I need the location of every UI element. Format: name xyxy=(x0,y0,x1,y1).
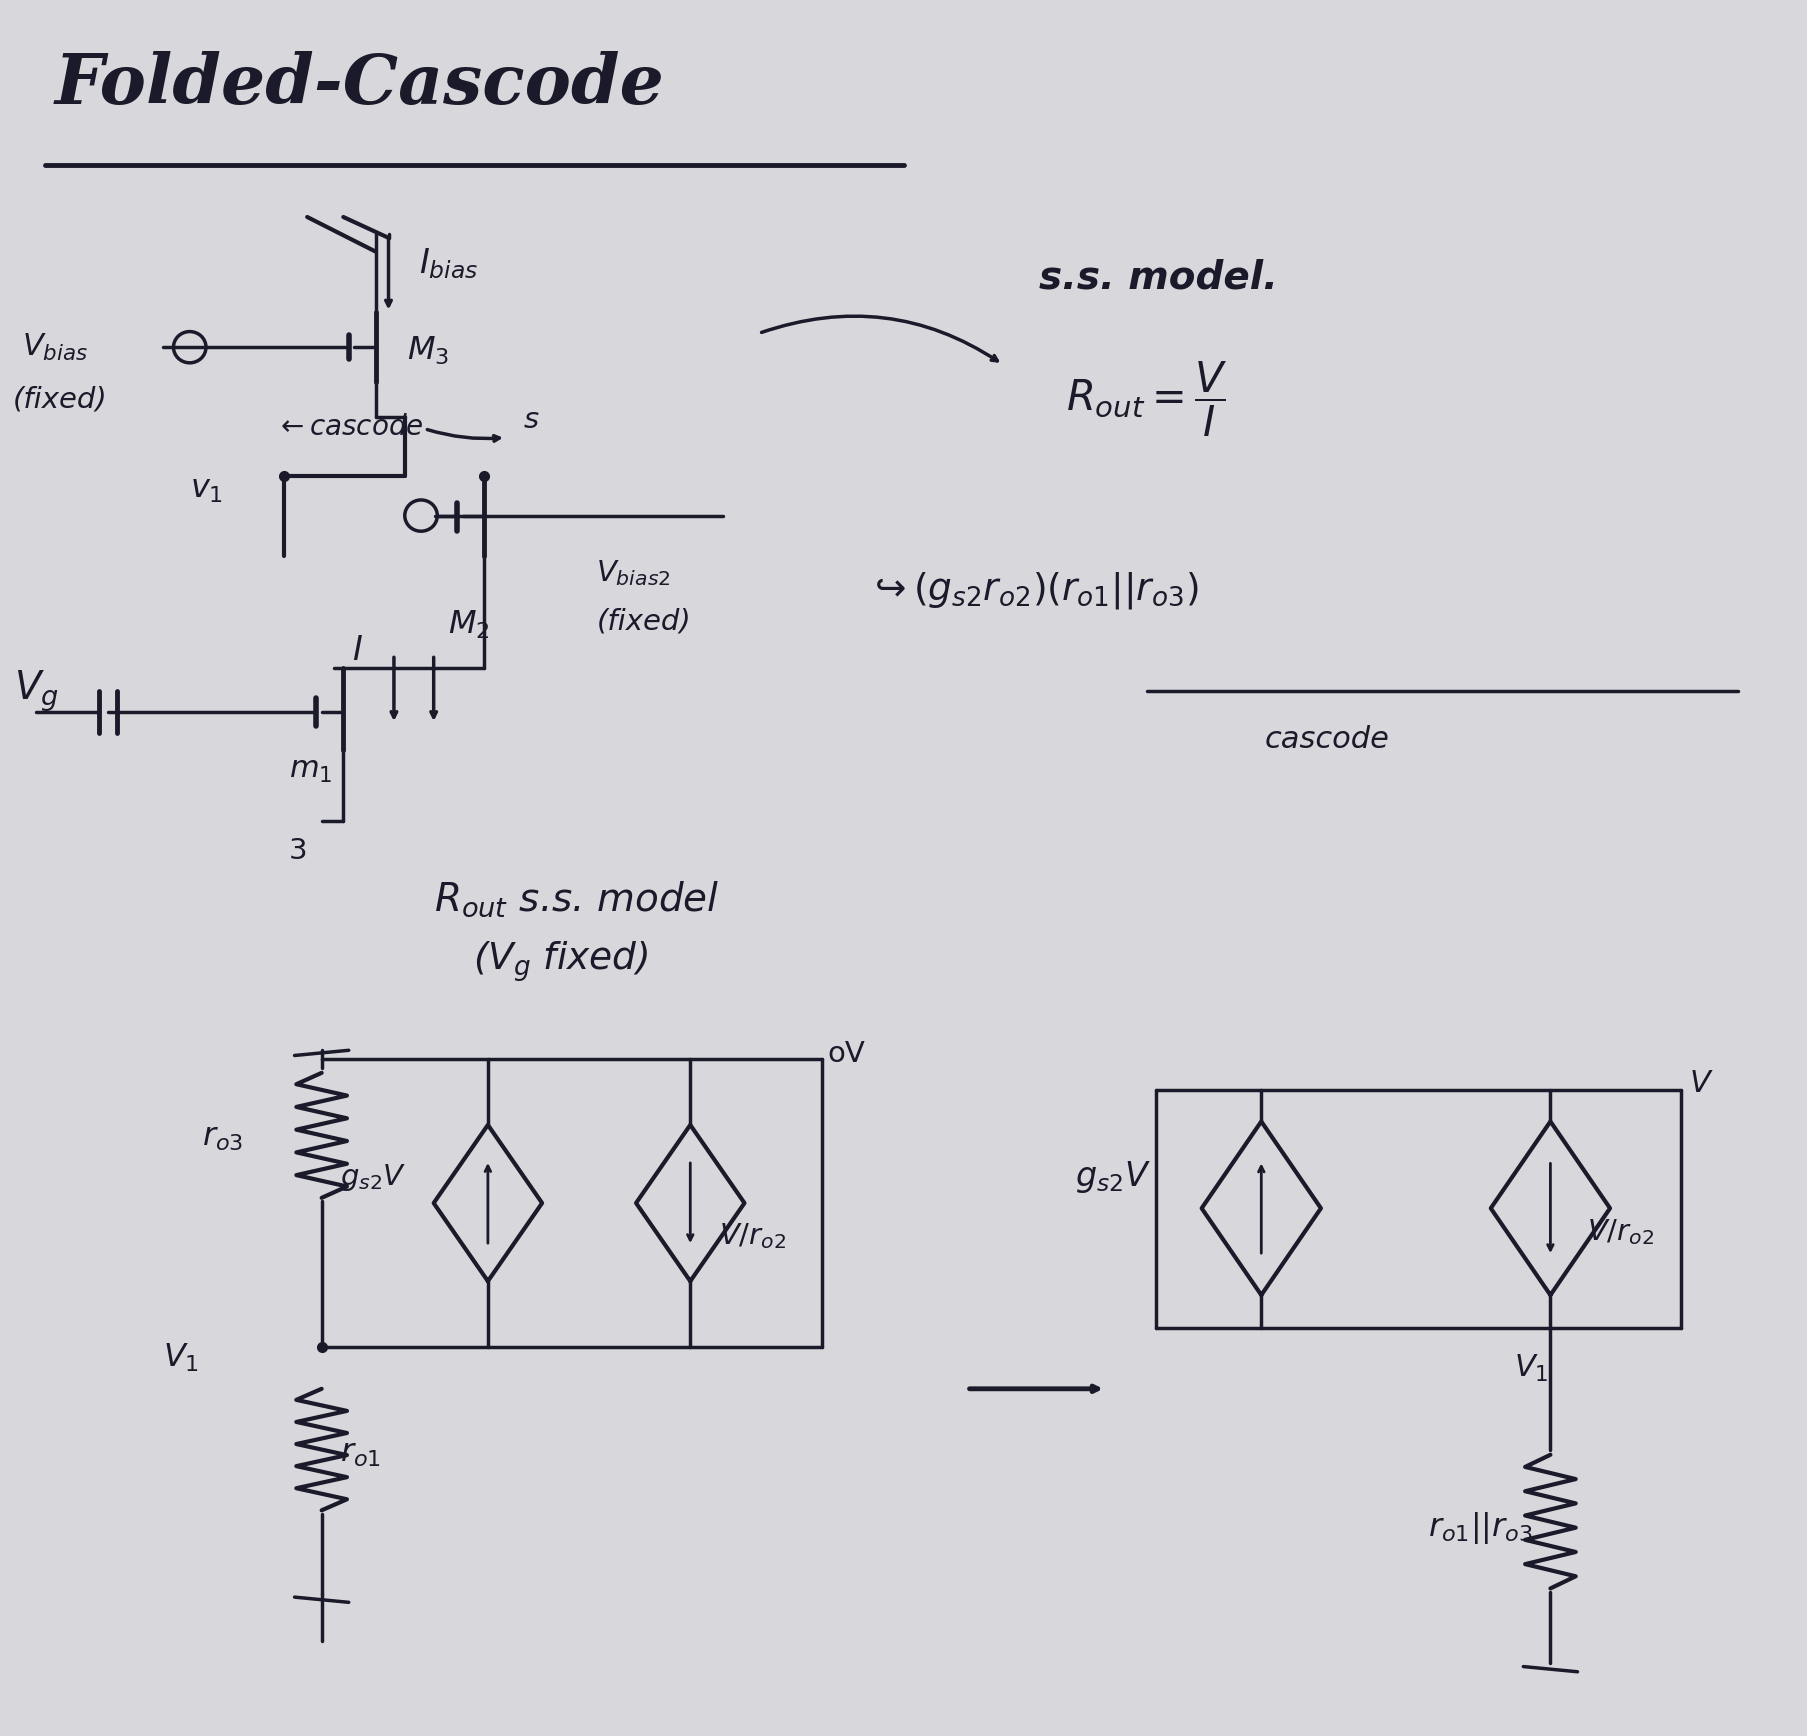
Text: $V/r_{o2}$: $V/r_{o2}$ xyxy=(719,1220,786,1252)
Text: oV: oV xyxy=(828,1040,866,1068)
Text: (fixed): (fixed) xyxy=(13,385,107,413)
Text: V: V xyxy=(1690,1069,1711,1097)
Text: $v_1$: $v_1$ xyxy=(190,474,222,505)
Text: $V_1$: $V_1$ xyxy=(1514,1352,1549,1384)
Text: cascode: cascode xyxy=(1265,726,1390,753)
Text: $r_{o3}$: $r_{o3}$ xyxy=(202,1121,244,1153)
Text: $I$: $I$ xyxy=(352,634,363,668)
Text: $R_{out}$ s.s. model: $R_{out}$ s.s. model xyxy=(434,880,719,918)
Text: $V_g$: $V_g$ xyxy=(14,668,60,713)
Text: $I_{bias}$: $I_{bias}$ xyxy=(419,247,479,281)
Text: $\leftarrow$cascode: $\leftarrow$cascode xyxy=(275,413,423,441)
Text: $r_{o1}$: $r_{o1}$ xyxy=(340,1437,381,1469)
Text: $M_2$: $M_2$ xyxy=(448,609,490,641)
Text: Folded-Cascode: Folded-Cascode xyxy=(54,50,665,118)
Text: $R_{out} = \dfrac{V}{I}$: $R_{out} = \dfrac{V}{I}$ xyxy=(1066,359,1229,439)
Text: $r_{o1}||r_{o3}$: $r_{o1}||r_{o3}$ xyxy=(1428,1510,1532,1545)
Text: (fixed): (fixed) xyxy=(596,608,690,635)
Text: $V/r_{o2}$: $V/r_{o2}$ xyxy=(1587,1217,1653,1248)
Text: $V_1$: $V_1$ xyxy=(163,1342,199,1373)
Text: $V_{bias}$: $V_{bias}$ xyxy=(22,332,89,363)
Text: ($V_g$ fixed): ($V_g$ fixed) xyxy=(473,939,649,984)
Text: $M_3$: $M_3$ xyxy=(407,335,448,366)
Text: $m_1$: $m_1$ xyxy=(289,757,332,785)
Text: s: s xyxy=(524,406,538,434)
Text: $\hookrightarrow(g_{s2}r_{o2})(r_{o1}||r_{o3})$: $\hookrightarrow(g_{s2}r_{o2})(r_{o1}||r… xyxy=(867,569,1198,611)
Text: s.s. model.: s.s. model. xyxy=(1039,259,1278,297)
Text: $g_{s2}V$: $g_{s2}V$ xyxy=(1075,1160,1151,1194)
Text: 3: 3 xyxy=(289,837,307,865)
Text: $g_{s2}V$: $g_{s2}V$ xyxy=(340,1161,407,1193)
Text: $V_{bias2}$: $V_{bias2}$ xyxy=(596,557,670,589)
